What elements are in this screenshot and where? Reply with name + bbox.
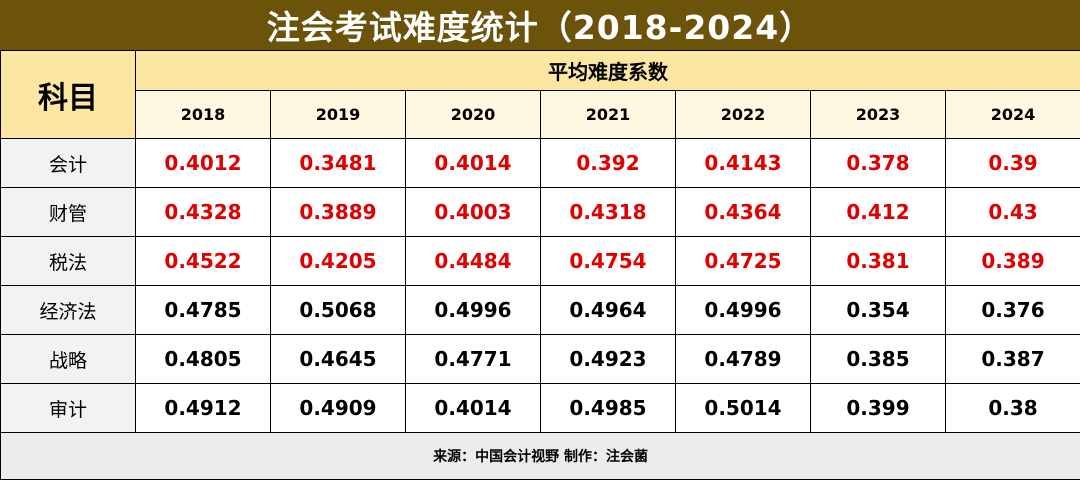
year-header-2020: 2020 [406, 91, 541, 139]
value-cell: 0.39 [946, 139, 1080, 188]
value-cell: 0.4003 [406, 188, 541, 237]
value-cell: 0.4923 [541, 335, 676, 384]
row-label: 经济法 [1, 286, 136, 335]
value-cell: 0.3481 [271, 139, 406, 188]
value-cell: 0.378 [811, 139, 946, 188]
row-label: 会计 [1, 139, 136, 188]
value-cell: 0.387 [946, 335, 1080, 384]
value-cell: 0.4645 [271, 335, 406, 384]
value-cell: 0.4143 [676, 139, 811, 188]
source-footer: 来源：中国会计视野 制作：注会菌 [1, 433, 1080, 480]
year-header-2023: 2023 [811, 91, 946, 139]
value-cell: 0.4725 [676, 237, 811, 286]
value-cell: 0.4014 [406, 384, 541, 433]
value-cell: 0.4985 [541, 384, 676, 433]
value-cell: 0.4789 [676, 335, 811, 384]
value-cell: 0.376 [946, 286, 1080, 335]
value-cell: 0.4996 [676, 286, 811, 335]
group-header: 平均难度系数 [136, 51, 1080, 91]
value-cell: 0.4771 [406, 335, 541, 384]
value-cell: 0.4909 [271, 384, 406, 433]
value-cell: 0.5014 [676, 384, 811, 433]
year-header-2024: 2024 [946, 91, 1080, 139]
value-cell: 0.4328 [136, 188, 271, 237]
row-label: 战略 [1, 335, 136, 384]
subject-header: 科目 [1, 51, 136, 139]
value-cell: 0.4912 [136, 384, 271, 433]
value-cell: 0.4754 [541, 237, 676, 286]
value-cell: 0.4964 [541, 286, 676, 335]
value-cell: 0.412 [811, 188, 946, 237]
value-cell: 0.4484 [406, 237, 541, 286]
value-cell: 0.4522 [136, 237, 271, 286]
value-cell: 0.3889 [271, 188, 406, 237]
value-cell: 0.389 [946, 237, 1080, 286]
value-cell: 0.4014 [406, 139, 541, 188]
value-cell: 0.4318 [541, 188, 676, 237]
year-header-2019: 2019 [271, 91, 406, 139]
value-cell: 0.5068 [271, 286, 406, 335]
value-cell: 0.4785 [136, 286, 271, 335]
year-header-2018: 2018 [136, 91, 271, 139]
value-cell: 0.354 [811, 286, 946, 335]
value-cell: 0.392 [541, 139, 676, 188]
value-cell: 0.4205 [271, 237, 406, 286]
value-cell: 0.4996 [406, 286, 541, 335]
value-cell: 0.381 [811, 237, 946, 286]
value-cell: 0.4805 [136, 335, 271, 384]
row-label: 审计 [1, 384, 136, 433]
value-cell: 0.43 [946, 188, 1080, 237]
year-header-2022: 2022 [676, 91, 811, 139]
value-cell: 0.399 [811, 384, 946, 433]
row-label: 财管 [1, 188, 136, 237]
value-cell: 0.4012 [136, 139, 271, 188]
row-label: 税法 [1, 237, 136, 286]
page-title: 注会考试难度统计（2018-2024） [0, 0, 1080, 50]
value-cell: 0.4364 [676, 188, 811, 237]
value-cell: 0.38 [946, 384, 1080, 433]
year-header-2021: 2021 [541, 91, 676, 139]
value-cell: 0.385 [811, 335, 946, 384]
